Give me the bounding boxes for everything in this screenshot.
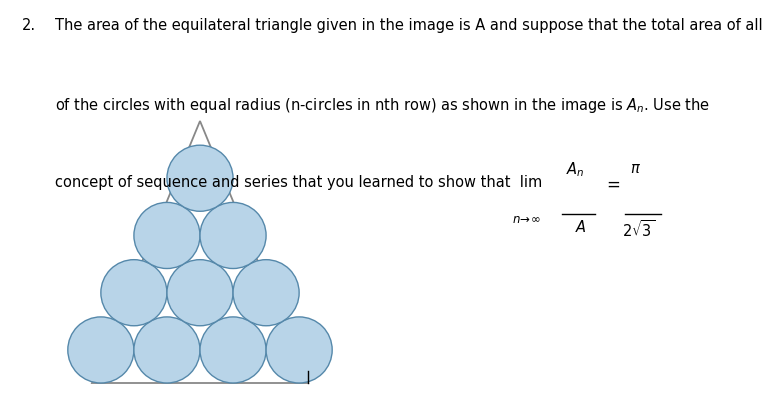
Text: $=$: $=$	[603, 174, 621, 192]
Circle shape	[200, 317, 266, 383]
Text: $2\sqrt{3}$: $2\sqrt{3}$	[622, 219, 655, 239]
Circle shape	[167, 146, 233, 212]
Circle shape	[200, 203, 266, 269]
Circle shape	[233, 260, 299, 326]
Text: The area of the equilateral triangle given in the image is A and suppose that th: The area of the equilateral triangle giv…	[55, 18, 763, 33]
Text: $\pi$: $\pi$	[630, 160, 641, 175]
Text: 2.: 2.	[22, 18, 35, 33]
Text: $A$: $A$	[575, 219, 587, 235]
Circle shape	[134, 203, 200, 269]
Circle shape	[68, 317, 134, 383]
Text: concept of sequence and series that you learned to show that  lim: concept of sequence and series that you …	[55, 174, 543, 189]
Text: $A_n$: $A_n$	[566, 160, 584, 179]
Circle shape	[266, 317, 332, 383]
Circle shape	[167, 260, 233, 326]
Circle shape	[101, 260, 167, 326]
Text: of the circles with equal radius (n-circles in nth row) as shown in the image is: of the circles with equal radius (n-circ…	[55, 96, 711, 115]
Circle shape	[134, 317, 200, 383]
Text: $n\!\to\!\infty$: $n\!\to\!\infty$	[512, 213, 541, 225]
